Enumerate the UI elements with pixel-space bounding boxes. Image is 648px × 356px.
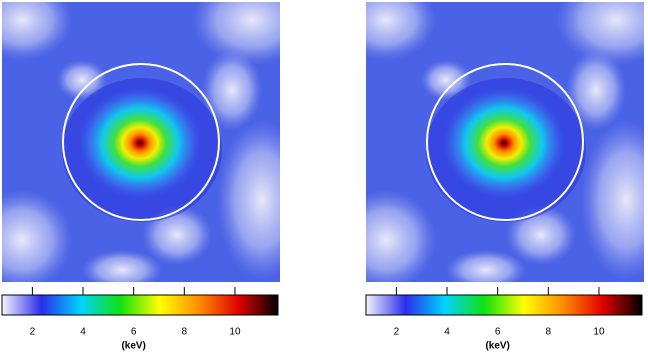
panel: 2 4 6 8 10 (keV) xyxy=(1,2,280,352)
colorbar-tick-label: 4 xyxy=(444,327,450,338)
temperature-map xyxy=(366,2,644,282)
colorbar-tick-label: 6 xyxy=(495,327,501,338)
colorbar-tick-label: 2 xyxy=(394,327,400,338)
colorbar-tick-label: 8 xyxy=(546,327,552,338)
panel: 2 4 6 8 10 (keV) xyxy=(365,2,644,352)
colorbar-tick-label: 4 xyxy=(80,327,86,338)
pale-region xyxy=(202,50,262,130)
colorbar-tick-label: 10 xyxy=(593,327,605,338)
pale-region xyxy=(57,60,107,100)
pale-region xyxy=(82,250,162,282)
colorbar xyxy=(365,294,643,316)
pale-region xyxy=(566,50,626,130)
pale-region xyxy=(556,2,644,65)
pale-region xyxy=(366,2,436,60)
pale-region xyxy=(366,190,436,282)
colorbar-label: (keV) xyxy=(121,341,145,352)
colorbar xyxy=(1,294,279,316)
colorbar-label: (keV) xyxy=(485,341,509,352)
pale-region xyxy=(2,190,72,282)
temperature-map xyxy=(2,2,280,282)
pale-region xyxy=(446,250,526,282)
pale-region xyxy=(217,120,280,280)
colorbar-tick-label: 10 xyxy=(229,327,241,338)
colorbar-tick-label: 2 xyxy=(30,327,36,338)
pale-region xyxy=(2,2,72,60)
colorbar-tick-label: 6 xyxy=(131,327,137,338)
pale-region xyxy=(581,120,644,280)
pale-region xyxy=(192,2,280,65)
hot-core xyxy=(442,87,566,199)
colorbar-tick-label: 8 xyxy=(182,327,188,338)
aperture-circle xyxy=(426,63,584,221)
hot-core xyxy=(78,87,202,199)
aperture-circle xyxy=(62,63,220,221)
pale-region xyxy=(421,60,471,100)
